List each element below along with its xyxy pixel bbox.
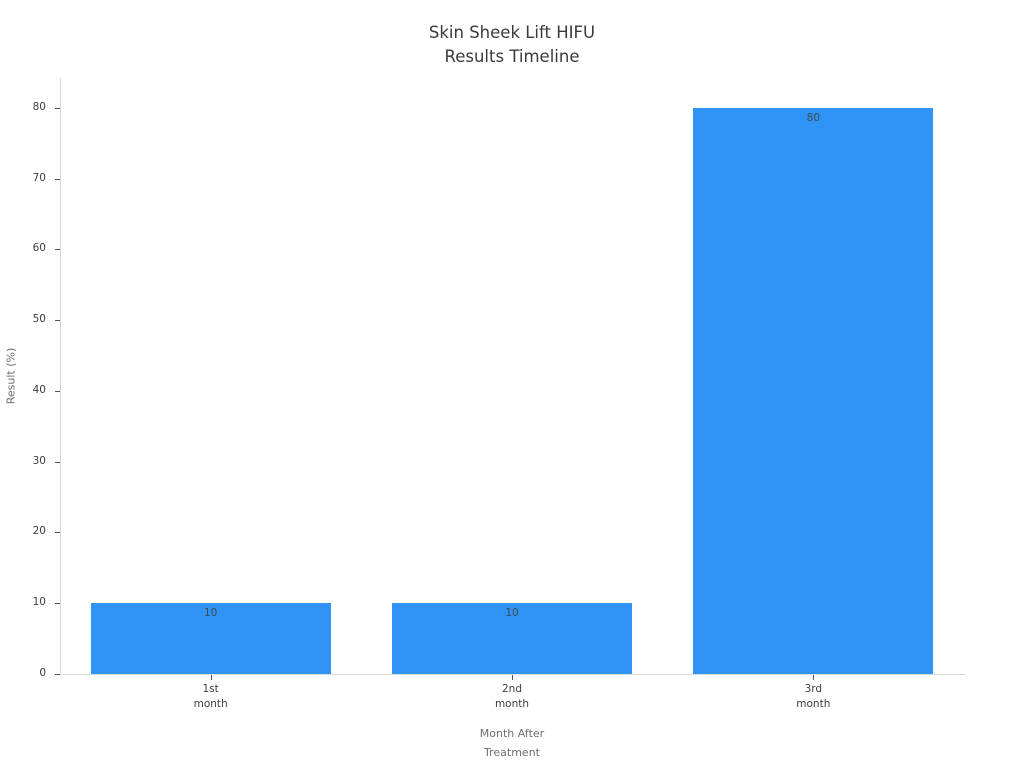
- chart-title-line-2: Results Timeline: [444, 47, 580, 66]
- y-tick-mark: [55, 390, 60, 392]
- x-tick-label: 3rd month: [743, 682, 883, 712]
- y-tick-mark: [55, 107, 60, 109]
- y-tick-mark: [55, 603, 60, 605]
- y-tick-label: 70: [32, 171, 46, 184]
- bar-2nd-month: 10: [392, 603, 632, 674]
- x-tick-label-line: 1st: [202, 683, 219, 695]
- bar-value-label: 10: [203, 607, 218, 620]
- x-tick-label-line: month: [796, 698, 831, 710]
- y-tick-label: 0: [39, 667, 46, 679]
- x-tick-label-line: 3rd: [804, 683, 823, 695]
- y-tick-label: 30: [32, 454, 46, 467]
- chart-title-line-1: Skin Sheek Lift HIFU: [428, 23, 596, 42]
- bar-1st-month: 10: [90, 603, 331, 674]
- y-tick-label: 10: [32, 596, 46, 609]
- y-tick-mark: [55, 461, 60, 463]
- x-tick-mark: [210, 675, 212, 680]
- x-tick-label-line: month: [494, 698, 530, 710]
- bar-value-label: 10: [505, 607, 519, 620]
- x-axis-title-line-1: Month After: [479, 727, 545, 740]
- plot-area: [60, 78, 965, 675]
- bar-value-label: 80: [806, 111, 821, 124]
- x-tick-mark: [813, 675, 815, 680]
- y-tick-label: 20: [32, 525, 46, 538]
- x-tick-label-line: 2nd: [501, 683, 522, 695]
- y-tick-mark: [55, 674, 60, 675]
- bar-3rd-month: 80: [693, 107, 934, 674]
- x-axis-title-line-2: Treatment: [484, 746, 540, 759]
- y-tick-mark: [55, 249, 60, 251]
- y-tick-label: 60: [32, 242, 46, 255]
- y-tick-label: 40: [32, 383, 46, 396]
- y-tick-label: 50: [32, 313, 46, 326]
- y-tick-mark: [55, 532, 60, 534]
- y-tick-mark: [55, 178, 60, 180]
- x-tick-label: 1st month: [141, 682, 281, 712]
- x-tick-label: 2nd month: [442, 682, 582, 712]
- y-tick-mark: [55, 320, 60, 322]
- x-tick-mark: [512, 675, 513, 680]
- x-axis-title: Month After Treatment: [0, 724, 1024, 762]
- chart-title: Skin Sheek Lift HIFU Results Timeline: [0, 21, 1024, 69]
- x-tick-label-line: month: [193, 698, 228, 710]
- y-tick-label: 80: [32, 100, 46, 113]
